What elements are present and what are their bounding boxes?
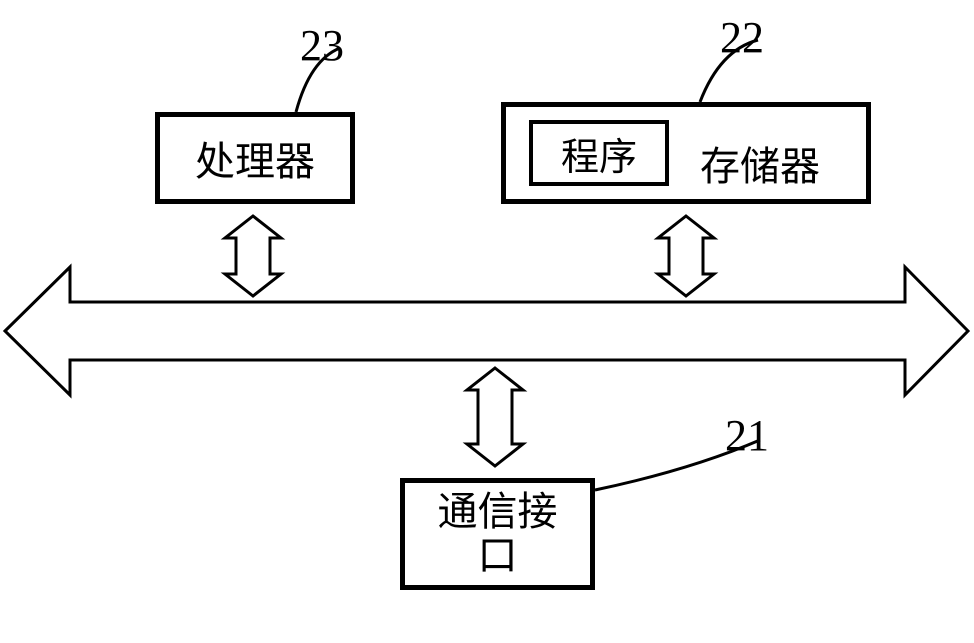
comm-text-line2: 口 bbox=[438, 534, 558, 578]
program-text: 程序 bbox=[561, 126, 637, 181]
label-23: 23 bbox=[300, 20, 344, 71]
processor-text: 处理器 bbox=[195, 129, 315, 187]
memory-text: 存储器 bbox=[700, 134, 820, 192]
connector-arrow-0 bbox=[225, 216, 281, 296]
connector-arrow-2 bbox=[467, 368, 523, 466]
connector-arrow-1 bbox=[658, 216, 714, 296]
label-21: 21 bbox=[725, 410, 769, 461]
comm-text-line1: 通信接 bbox=[438, 490, 558, 534]
diagram-canvas: 处理器 程序 存储器 通信接 口 23 22 21 bbox=[0, 0, 974, 643]
processor-box: 处理器 bbox=[155, 112, 355, 204]
bus-double-arrow bbox=[5, 267, 968, 395]
label-22: 22 bbox=[720, 12, 764, 63]
program-inner-box: 程序 bbox=[529, 120, 669, 186]
comm-interface-box: 通信接 口 bbox=[400, 478, 595, 590]
